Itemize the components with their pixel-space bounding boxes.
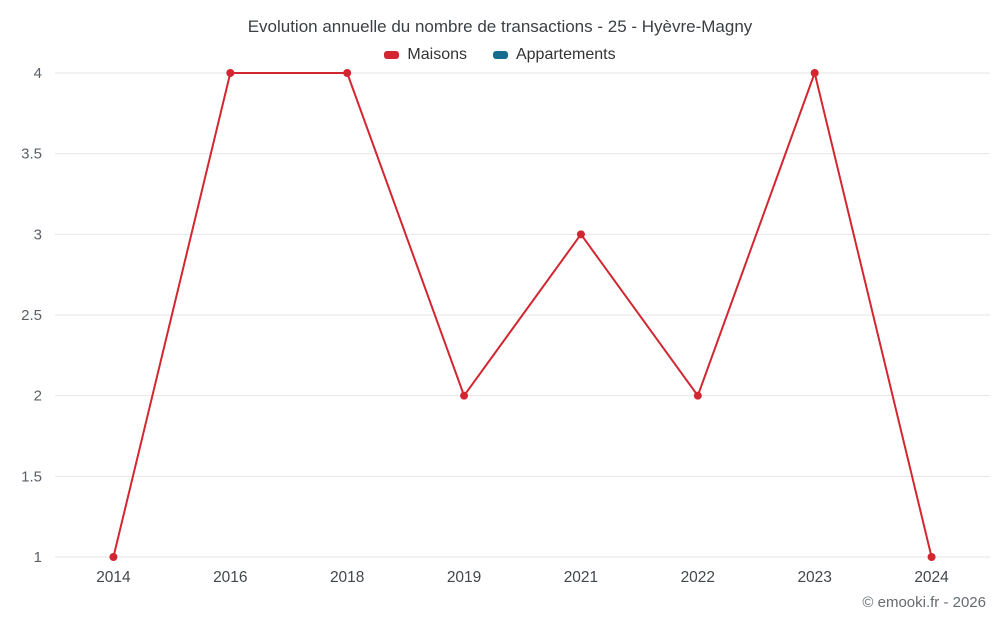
svg-text:1: 1: [34, 549, 42, 566]
legend: Maisons Appartements: [0, 46, 1000, 64]
svg-text:4: 4: [34, 65, 42, 82]
svg-text:2018: 2018: [330, 569, 364, 586]
svg-text:2014: 2014: [96, 569, 131, 586]
legend-item-maisons[interactable]: Maisons: [384, 46, 467, 64]
maisons-legend-marker-icon: [384, 51, 400, 59]
maisons-legend-label: Maisons: [407, 46, 467, 63]
chart-title: Evolution annuelle du nombre de transact…: [247, 17, 753, 36]
credit-text: © emooki.fr - 2026: [862, 594, 986, 611]
svg-text:2022: 2022: [681, 569, 715, 586]
appartements-legend-label: Appartements: [515, 46, 616, 63]
legend-item-appartements[interactable]: Appartements: [492, 46, 616, 64]
svg-text:2023: 2023: [797, 569, 831, 586]
svg-text:1.5: 1.5: [21, 468, 42, 485]
svg-text:2.5: 2.5: [21, 307, 42, 324]
svg-text:3.5: 3.5: [21, 146, 42, 163]
appartements-legend-marker-icon: [492, 51, 508, 59]
svg-text:2: 2: [34, 388, 42, 405]
svg-text:2016: 2016: [213, 569, 247, 586]
svg-text:2024: 2024: [914, 569, 949, 586]
svg-text:3: 3: [34, 226, 42, 243]
svg-text:2021: 2021: [564, 569, 598, 586]
svg-text:2019: 2019: [447, 569, 481, 586]
